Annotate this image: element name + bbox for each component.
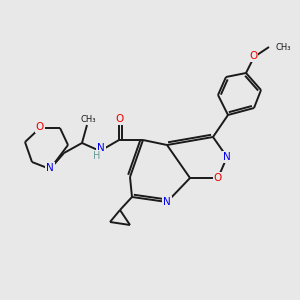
Text: O: O: [36, 122, 44, 132]
Text: N: N: [97, 143, 105, 153]
Text: O: O: [214, 173, 222, 183]
Text: N: N: [223, 152, 231, 162]
Text: O: O: [249, 51, 257, 61]
Text: N: N: [46, 163, 54, 173]
Text: CH₃: CH₃: [275, 43, 290, 52]
Text: CH₃: CH₃: [80, 115, 96, 124]
Text: N: N: [163, 197, 171, 207]
Text: O: O: [116, 114, 124, 124]
Text: H: H: [93, 151, 101, 161]
